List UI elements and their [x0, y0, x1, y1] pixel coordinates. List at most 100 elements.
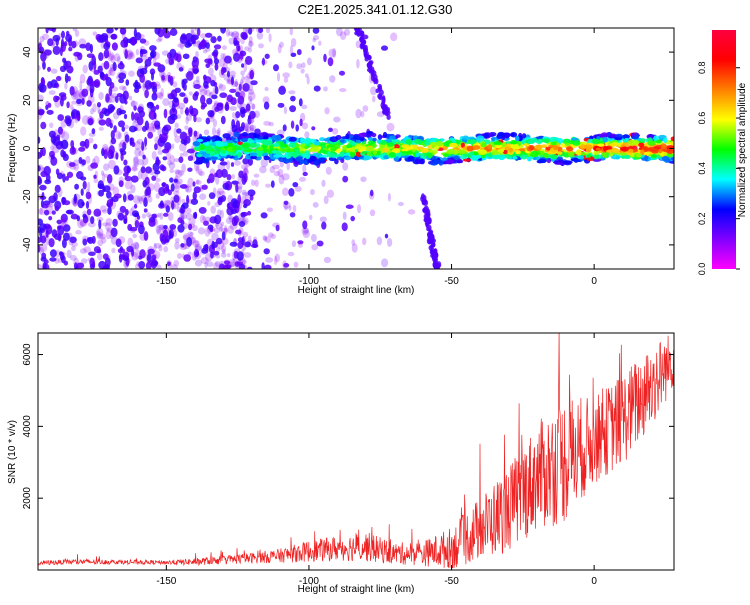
spectrogram-cell	[196, 138, 204, 143]
spectrogram-cell	[305, 137, 312, 144]
spectrogram-cell	[380, 45, 389, 51]
spectrogram-cell	[163, 224, 168, 230]
spectrogram-cell	[560, 143, 566, 148]
spectrogram-cell	[247, 71, 254, 76]
spectrogram-cell	[179, 213, 185, 222]
spectrogram-cell	[248, 28, 255, 33]
spectrogram-cell	[78, 156, 83, 164]
spectrogram-cell	[110, 137, 117, 145]
spectrogram-cell	[138, 261, 146, 269]
spectrogram-cell	[214, 260, 221, 267]
spectrogram-cell	[618, 152, 628, 156]
spectrogram-cell	[218, 84, 226, 92]
spectrogram-cell	[497, 148, 505, 153]
spectrogram-cell	[295, 156, 303, 162]
spectrogram-cell	[226, 70, 231, 78]
spectrogram-cell	[257, 146, 264, 151]
spectrogram-cell	[288, 188, 295, 197]
spectrogram-cell	[187, 199, 194, 205]
spectrogram-cell	[73, 159, 80, 166]
spectrogram-cell	[446, 158, 454, 165]
spectrogram-cell	[185, 32, 194, 43]
spectrogram-cell	[227, 225, 234, 235]
spectrogram-cell	[304, 151, 310, 156]
spectrogram-cell	[232, 111, 236, 119]
spectrogram-cell	[578, 141, 588, 146]
spectrogram-cell	[198, 144, 206, 151]
spectrogram-cell	[107, 53, 114, 62]
spectrogram-cell	[150, 260, 159, 267]
spectrogram-cell	[671, 157, 674, 161]
spectrogram-cell	[87, 181, 91, 191]
spectrogram-cell	[141, 125, 147, 132]
spectrogram-cell	[266, 207, 274, 212]
spectrogram-cell	[225, 217, 234, 225]
spectrogram-cell	[147, 131, 154, 139]
spectrogram-cell	[311, 244, 319, 251]
spectrogram-cell	[386, 122, 395, 132]
spectrogram-cell	[82, 64, 88, 74]
spectrogram-cell	[125, 53, 130, 58]
spectrogram-cell	[176, 195, 182, 206]
spectrogram-cell	[178, 67, 184, 72]
spectrogram-cell	[200, 104, 206, 110]
spectrogram-cell	[122, 141, 127, 151]
spectrogram-cell	[73, 262, 78, 269]
spectrogram-cell	[213, 107, 217, 114]
spectrogram-cell	[490, 150, 499, 156]
spectrogram-cell	[160, 132, 168, 142]
snr-y-label: SNR (10 * v/v)	[7, 420, 18, 484]
spectrogram-cell	[262, 235, 267, 241]
spectrogram-panel: -150 -100 -50 0 -40 -20 0 20 40 Height of strai…	[7, 27, 675, 296]
spectrogram-cell	[218, 83, 223, 89]
spectrogram-cell	[300, 68, 305, 74]
spectrogram-cell	[229, 106, 237, 111]
spectrogram-cell	[171, 57, 175, 65]
spectrogram-cell	[49, 249, 57, 258]
spectrogram-cell	[147, 122, 155, 131]
spectrogram-cell	[98, 219, 102, 230]
spectrogram-cell	[133, 156, 139, 163]
spectrogram-cell	[79, 43, 87, 49]
spectrogram-cell	[222, 45, 227, 50]
spectrogram-cell	[174, 135, 181, 144]
spectrogram-cell	[573, 158, 583, 163]
spectrogram-cell	[195, 158, 205, 165]
spectrogram-cell	[567, 152, 575, 157]
spectrogram-cell	[249, 69, 255, 80]
spectrogram-cell	[308, 214, 313, 221]
spectrogram-cell	[281, 173, 290, 181]
spectrogram-cell	[384, 233, 389, 239]
spectrogram-cell	[220, 227, 229, 233]
spectrogram-cell	[148, 219, 153, 226]
spectrogram-cell	[343, 28, 351, 36]
spectrogram-cell	[167, 93, 175, 100]
spectrogram-cell	[91, 80, 100, 87]
spectrogram-cell	[404, 151, 413, 155]
spectrogram-cell	[123, 260, 130, 269]
spectrogram-cell	[288, 136, 297, 142]
spectrogram-cell	[134, 84, 142, 90]
spectrogram-cell	[220, 194, 227, 202]
spectrogram-cell	[73, 90, 80, 100]
spectrogram-cell	[192, 56, 198, 63]
spectrogram-cell	[74, 54, 80, 62]
spectrogram-cell	[206, 261, 214, 267]
spectrogram-cell	[202, 158, 210, 164]
spectrogram-cell	[231, 152, 237, 157]
spectrogram-cell	[134, 140, 141, 151]
spectrogram-cell	[45, 173, 51, 182]
spectrogram-cell	[113, 125, 117, 133]
spectrogram-cell	[277, 44, 282, 54]
spectrogram-cell	[211, 94, 218, 100]
spectrogram-cell	[453, 155, 459, 160]
spectrogram-cell	[231, 145, 236, 152]
spectrogram-cell	[248, 41, 254, 47]
spectrogram-cell	[339, 139, 345, 143]
spectrogram-cell	[283, 106, 287, 115]
spectrogram-cell	[265, 28, 271, 34]
spectrogram-cell	[244, 125, 249, 132]
spectrogram-cell	[94, 170, 99, 179]
spectrogram-cell	[40, 235, 47, 244]
spectrogram-cell	[144, 188, 149, 197]
